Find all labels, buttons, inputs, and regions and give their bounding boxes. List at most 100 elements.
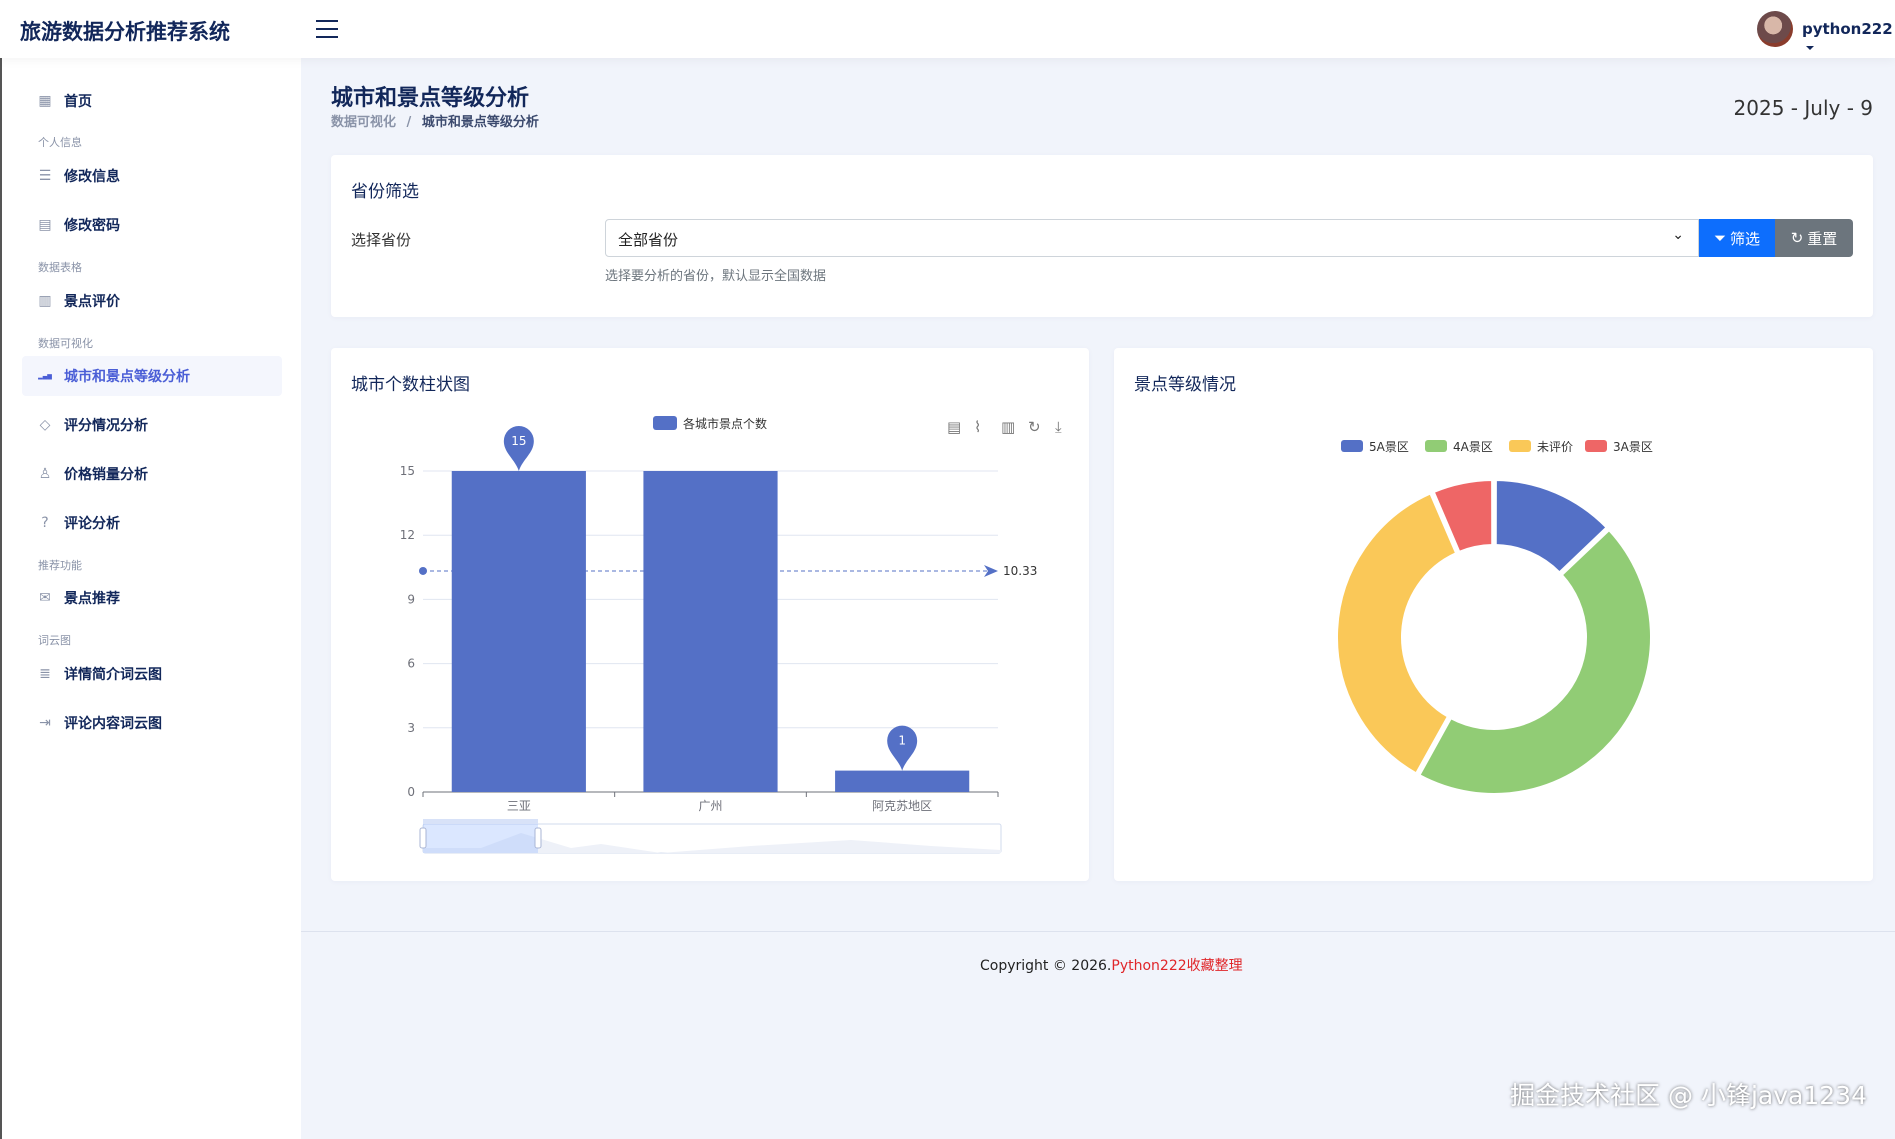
- province-select[interactable]: 全部省份 ⌄: [605, 219, 1699, 257]
- legend-label[interactable]: 3A景区: [1613, 440, 1653, 454]
- bar[interactable]: [643, 471, 778, 792]
- filter-icon: ⏷: [1713, 229, 1726, 247]
- current-date: 2025 - July - 9: [1733, 96, 1873, 120]
- datazoom-move-handle[interactable]: [423, 819, 538, 824]
- sidebar-section-heading: 词云图: [38, 634, 71, 647]
- mail-icon: ✉: [39, 590, 51, 606]
- y-tick-label: 15: [400, 464, 415, 478]
- reset-button-label: 重置: [1807, 229, 1838, 248]
- pie-slice[interactable]: [1432, 479, 1494, 553]
- menu-toggle-icon[interactable]: [316, 20, 338, 38]
- average-line-label: 10.33: [1003, 564, 1037, 578]
- table-icon: ▥: [38, 293, 52, 309]
- legend-label[interactable]: 4A景区: [1453, 440, 1493, 454]
- bar[interactable]: [835, 770, 970, 792]
- card-title: 景点等级情况: [1134, 375, 1236, 395]
- copyright: Copyright © 2026.Python222收藏整理: [980, 955, 1243, 975]
- datazoom-preview: [423, 833, 1001, 853]
- sidebar-item-label: 景点推荐: [64, 591, 120, 607]
- pie-slice[interactable]: [1336, 492, 1458, 775]
- bar-chart-card: 城市个数柱状图 各城市景点个数 ▤ ⌇ ▥ ↻ ⤓ 0 3 6 9 12 15 三亚 广州 阿克苏地区 15 1…: [331, 348, 1089, 881]
- page-title: 城市和景点等级分析: [331, 86, 530, 111]
- sidebar-item-label: 评论内容词云图: [64, 716, 162, 732]
- chevron-down-icon: ⌄: [1672, 227, 1684, 243]
- sidebar-item-12[interactable]: ✉ 景点推荐: [22, 578, 282, 618]
- legend-label[interactable]: 5A景区: [1369, 440, 1409, 454]
- breadcrumb: 数据可视化 / 城市和景点等级分析: [331, 111, 539, 130]
- pie-slice[interactable]: [1494, 479, 1608, 574]
- sidebar-item-10[interactable]: ? 评论分析: [22, 503, 282, 543]
- sidebar-item-8[interactable]: ◇ 评分情况分析: [22, 405, 282, 445]
- copyright-text: Copyright © 2026.: [980, 958, 1112, 974]
- sidebar-item-3[interactable]: ▤ 修改密码: [22, 205, 282, 245]
- document-icon: ▤: [38, 217, 52, 233]
- line-chart-icon[interactable]: ⌇: [974, 418, 981, 436]
- sidebar-item-5[interactable]: ▥ 景点评价: [22, 281, 282, 321]
- sidebar-item-label: 评分情况分析: [64, 418, 148, 434]
- login-icon: ⇥: [39, 715, 51, 731]
- legend-swatch[interactable]: [1425, 440, 1447, 452]
- grid-icon: ▦: [38, 93, 52, 109]
- sidebar-item-14[interactable]: ≣ 详情简介词云图: [22, 654, 282, 694]
- card-title: 省份筛选: [351, 182, 419, 202]
- legend-swatch[interactable]: [1585, 440, 1607, 452]
- legend-swatch[interactable]: [1341, 440, 1363, 452]
- data-view-icon[interactable]: ▤: [947, 418, 961, 436]
- mark-point-label: 15: [511, 434, 526, 448]
- sidebar-section-heading: 推荐功能: [38, 559, 82, 572]
- question-icon: ?: [41, 515, 49, 531]
- breadcrumb-current: 城市和景点等级分析: [421, 115, 539, 130]
- y-tick-label: 6: [407, 657, 415, 671]
- mark-point-label: 1: [898, 734, 906, 748]
- footer-divider: [301, 931, 1895, 932]
- datazoom-handle[interactable]: [534, 827, 542, 849]
- average-line-arrow: [984, 564, 998, 577]
- sidebar-item-9[interactable]: ♙ 价格销量分析: [22, 454, 282, 494]
- bar-chart-icon[interactable]: ▥: [1001, 418, 1015, 436]
- legend-swatch[interactable]: [1509, 440, 1531, 452]
- sidebar-section-heading: 数据表格: [38, 261, 82, 274]
- sidebar-item-2[interactable]: ☰ 修改信息: [22, 156, 282, 196]
- restore-icon[interactable]: ↻: [1028, 418, 1041, 436]
- avatar[interactable]: [1757, 11, 1793, 47]
- reset-button[interactable]: ↻ 重置: [1775, 219, 1853, 257]
- legend-label[interactable]: 各城市景点个数: [683, 416, 767, 431]
- card-title: 城市个数柱状图: [351, 375, 470, 395]
- sidebar-item-label: 详情简介词云图: [64, 667, 162, 683]
- y-tick-label: 9: [407, 592, 415, 606]
- top-navbar: 旅游数据分析推荐系统 python222: [0, 0, 1895, 58]
- mark-point-pin[interactable]: [887, 725, 918, 771]
- y-tick-label: 3: [407, 721, 415, 735]
- app-brand[interactable]: 旅游数据分析推荐系统: [20, 20, 230, 44]
- user-icon: ♙: [38, 466, 52, 482]
- sidebar-item-15[interactable]: ⇥ 评论内容词云图: [22, 703, 282, 743]
- filter-button[interactable]: ⏷ 筛选: [1699, 219, 1775, 257]
- mark-point-pin[interactable]: [503, 426, 534, 471]
- sidebar-item-7[interactable]: ▂▄▆ 城市和景点等级分析: [22, 356, 282, 396]
- user-menu-dropdown[interactable]: python222: [1802, 20, 1895, 56]
- download-icon[interactable]: ⤓: [1055, 418, 1062, 436]
- sidebar-item-0[interactable]: ▦ 首页: [22, 81, 282, 121]
- sidebar-section-heading: 数据可视化: [38, 337, 93, 350]
- refresh-icon: ↻: [1790, 229, 1804, 247]
- sidebar-item-label: 首页: [64, 94, 92, 110]
- sidebar-item-label: 价格销量分析: [64, 467, 148, 483]
- x-tick-label: 阿克苏地区: [872, 799, 932, 813]
- form-icon: ☰: [38, 168, 52, 184]
- x-tick-label: 广州: [698, 799, 722, 813]
- sidebar-item-label: 景点评价: [64, 294, 120, 310]
- datazoom-handle[interactable]: [419, 827, 427, 849]
- footer-link[interactable]: Python222收藏整理: [1111, 958, 1243, 974]
- bar[interactable]: [451, 471, 586, 792]
- datazoom-window[interactable]: [423, 824, 538, 853]
- breadcrumb-link[interactable]: 数据可视化: [331, 115, 397, 130]
- watermark: 掘金技术社区 @ 小锋java1234: [1510, 1081, 1867, 1110]
- sidebar: ▦ 首页 个人信息 ☰ 修改信息 ▤ 修改密码 数据表格 ▥ 景点评价 数据可视化 ▂▄▆ 城市和景点等…: [0, 58, 301, 1139]
- legend-swatch[interactable]: [653, 416, 677, 430]
- bar-chart: 各城市景点个数 ▤ ⌇ ▥ ↻ ⤓ 0 3 6 9 12 15 三亚 广州 阿克苏地区 15 1 10.33: [400, 416, 1062, 854]
- filter-card: 省份筛选 选择省份 全部省份 ⌄ ⏷ 筛选 ↻ 重置 选择要分析的省份，默认显示全国数…: [331, 155, 1873, 317]
- legend-label[interactable]: 未评价: [1537, 440, 1573, 454]
- province-label: 选择省份: [351, 231, 412, 249]
- sidebar-item-label: 城市和景点等级分析: [64, 369, 190, 385]
- pie-slice[interactable]: [1418, 529, 1652, 795]
